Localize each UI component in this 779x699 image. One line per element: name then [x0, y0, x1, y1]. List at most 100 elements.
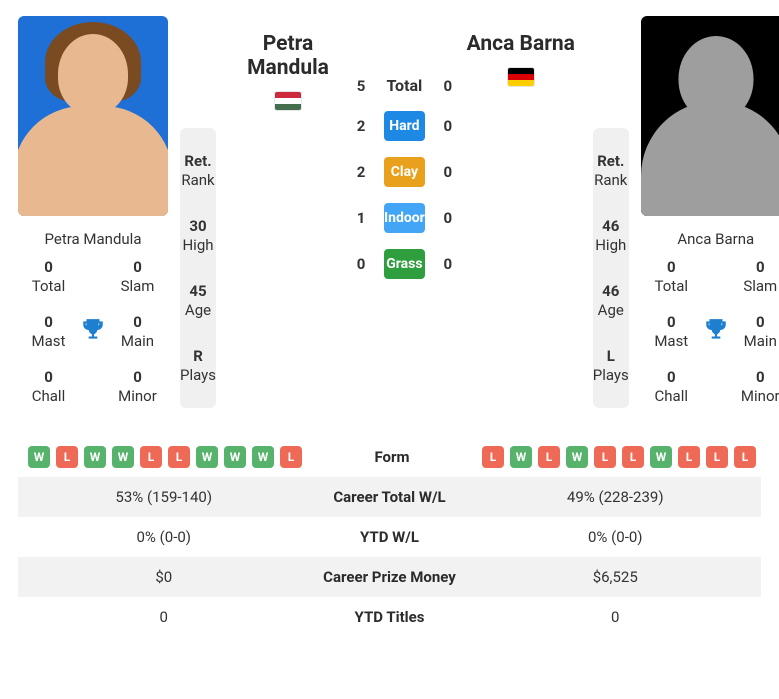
p1-minor-val: 0 — [109, 368, 166, 386]
p1-main-val: 0 — [109, 313, 166, 331]
player1-photo — [18, 16, 168, 216]
form-badge[interactable]: W — [650, 446, 672, 468]
player2-titles: 0Total 0Slam 0Mast 0Main 0Chall 0Minor — [641, 258, 779, 413]
stats-row: 0YTD Titles0 — [18, 597, 761, 637]
p1-form: WLWWLLWWWL — [28, 442, 302, 472]
minor-label: Minor — [732, 387, 779, 405]
p2-main-val: 0 — [732, 313, 779, 331]
surface-h2h: 5Total02Hard02Clay01Indoor00Grass0 — [348, 16, 461, 413]
player1-titles: 0Total 0Slam 0Mast 0Main 0Chall 0Minor — [18, 258, 168, 413]
stats-p1-value: $0 — [28, 568, 300, 586]
surface-pill[interactable]: Indoor — [384, 203, 425, 233]
p1-chall-val: 0 — [20, 368, 77, 386]
p2-form: LWLWLLWLLL — [482, 442, 756, 472]
surface-p2-score: 0 — [435, 209, 461, 227]
surface-p1-score: 2 — [348, 163, 374, 181]
p2-rank-val: Ret. — [593, 152, 629, 170]
stats-table: WLWWLLWWWLFormLWLWLLWLLL53% (159-140)Car… — [18, 437, 761, 637]
minor-label: Minor — [109, 387, 166, 405]
form-badge[interactable]: L — [622, 446, 644, 468]
player1-name-large: Petra Mandula — [228, 16, 348, 413]
form-badge[interactable]: W — [510, 446, 532, 468]
p2-slam-val: 0 — [732, 258, 779, 276]
form-badge[interactable]: L — [168, 446, 190, 468]
form-badge[interactable]: L — [594, 446, 616, 468]
surface-p2-score: 0 — [435, 255, 461, 273]
p1-mast-val: 0 — [20, 313, 77, 331]
form-badge[interactable]: L — [538, 446, 560, 468]
form-badge[interactable]: W — [112, 446, 134, 468]
p2-total-val: 0 — [643, 258, 700, 276]
form-badge[interactable]: L — [280, 446, 302, 468]
surface-pill[interactable]: Clay — [384, 157, 425, 187]
form-badge[interactable]: W — [28, 446, 50, 468]
surface-row: 1Indoor0 — [348, 195, 461, 241]
form-badge[interactable]: L — [56, 446, 78, 468]
stats-row: 53% (159-140)Career Total W/L49% (228-23… — [18, 477, 761, 517]
player2-name-large: Anca Barna — [461, 16, 581, 413]
surface-pill[interactable]: Grass — [384, 249, 425, 279]
stats-p1-value: 0 — [28, 608, 300, 626]
chall-label: Chall — [643, 387, 700, 405]
form-badge[interactable]: L — [678, 446, 700, 468]
player2-info: Ret.Rank 46High 46Age LPlays — [593, 128, 629, 408]
p2-chall-val: 0 — [643, 368, 700, 386]
stats-p2-value: 0% (0-0) — [480, 528, 752, 546]
p1-rank-val: Ret. — [180, 152, 216, 170]
stats-label: Career Total W/L — [300, 488, 480, 506]
surface-row: 2 Clay 0 — [348, 149, 461, 195]
trophy-icon — [703, 317, 729, 347]
player2-column: Anca Barna 0Total 0Slam 0Mast 0Main 0Cha… — [641, 16, 779, 413]
stats-label: Form — [302, 448, 482, 466]
player1-column: Petra Mandula 0Total 0Slam 0Mast 0Main 0… — [18, 16, 168, 413]
surface-row: 5Total0 — [348, 68, 461, 103]
surface-total-label: Total — [384, 76, 425, 95]
player1-flag — [275, 92, 301, 110]
form-badge[interactable]: L — [734, 446, 756, 468]
rank-label: Rank — [180, 171, 216, 189]
player2-flag — [508, 68, 534, 86]
total-label: Total — [20, 277, 77, 295]
p2-age-val: 46 — [593, 282, 629, 300]
head-to-head-header: Petra Mandula 0Total 0Slam 0Mast 0Main 0… — [18, 16, 761, 413]
stats-label: YTD W/L — [300, 528, 480, 546]
chall-label: Chall — [20, 387, 77, 405]
mast-label: Mast — [643, 332, 700, 350]
stats-label: YTD Titles — [300, 608, 480, 626]
surface-p2-score: 0 — [435, 163, 461, 181]
form-badge[interactable]: L — [140, 446, 162, 468]
trophy-icon — [80, 317, 106, 347]
form-badge[interactable]: W — [566, 446, 588, 468]
mast-label: Mast — [20, 332, 77, 350]
stats-p1-value: 0% (0-0) — [28, 528, 300, 546]
p1-age-val: 45 — [180, 282, 216, 300]
player2-name-small[interactable]: Anca Barna — [641, 216, 779, 258]
p1-slam-val: 0 — [109, 258, 166, 276]
main-label: Main — [109, 332, 166, 350]
surface-p1-score: 5 — [348, 77, 374, 95]
stats-p2-value: 0 — [480, 608, 752, 626]
stats-row: $0Career Prize Money$6,525 — [18, 557, 761, 597]
form-badge[interactable]: W — [84, 446, 106, 468]
p2-plays-val: L — [593, 347, 629, 365]
stats-p2-value: 49% (228-239) — [480, 488, 752, 506]
surface-p1-score: 0 — [348, 255, 374, 273]
stats-p2-value: $6,525 — [480, 568, 752, 586]
slam-label: Slam — [732, 277, 779, 295]
stats-label: Career Prize Money — [300, 568, 480, 586]
stats-p1-value: 53% (159-140) — [28, 488, 300, 506]
player1-name-small[interactable]: Petra Mandula — [18, 216, 168, 258]
main-label: Main — [732, 332, 779, 350]
form-badge[interactable]: W — [196, 446, 218, 468]
surface-p2-score: 0 — [435, 117, 461, 135]
form-badge[interactable]: L — [706, 446, 728, 468]
surface-row: 0 Grass 0 — [348, 241, 461, 287]
plays-label: Plays — [593, 366, 629, 384]
form-badge[interactable]: W — [224, 446, 246, 468]
surface-pill[interactable]: Hard — [384, 111, 425, 141]
form-badge[interactable]: L — [482, 446, 504, 468]
p1-high-val: 30 — [180, 217, 216, 235]
center-panel: Petra Mandula 5Total02Hard02Clay01Indoor… — [228, 16, 581, 413]
p2-mast-val: 0 — [643, 313, 700, 331]
form-badge[interactable]: W — [252, 446, 274, 468]
